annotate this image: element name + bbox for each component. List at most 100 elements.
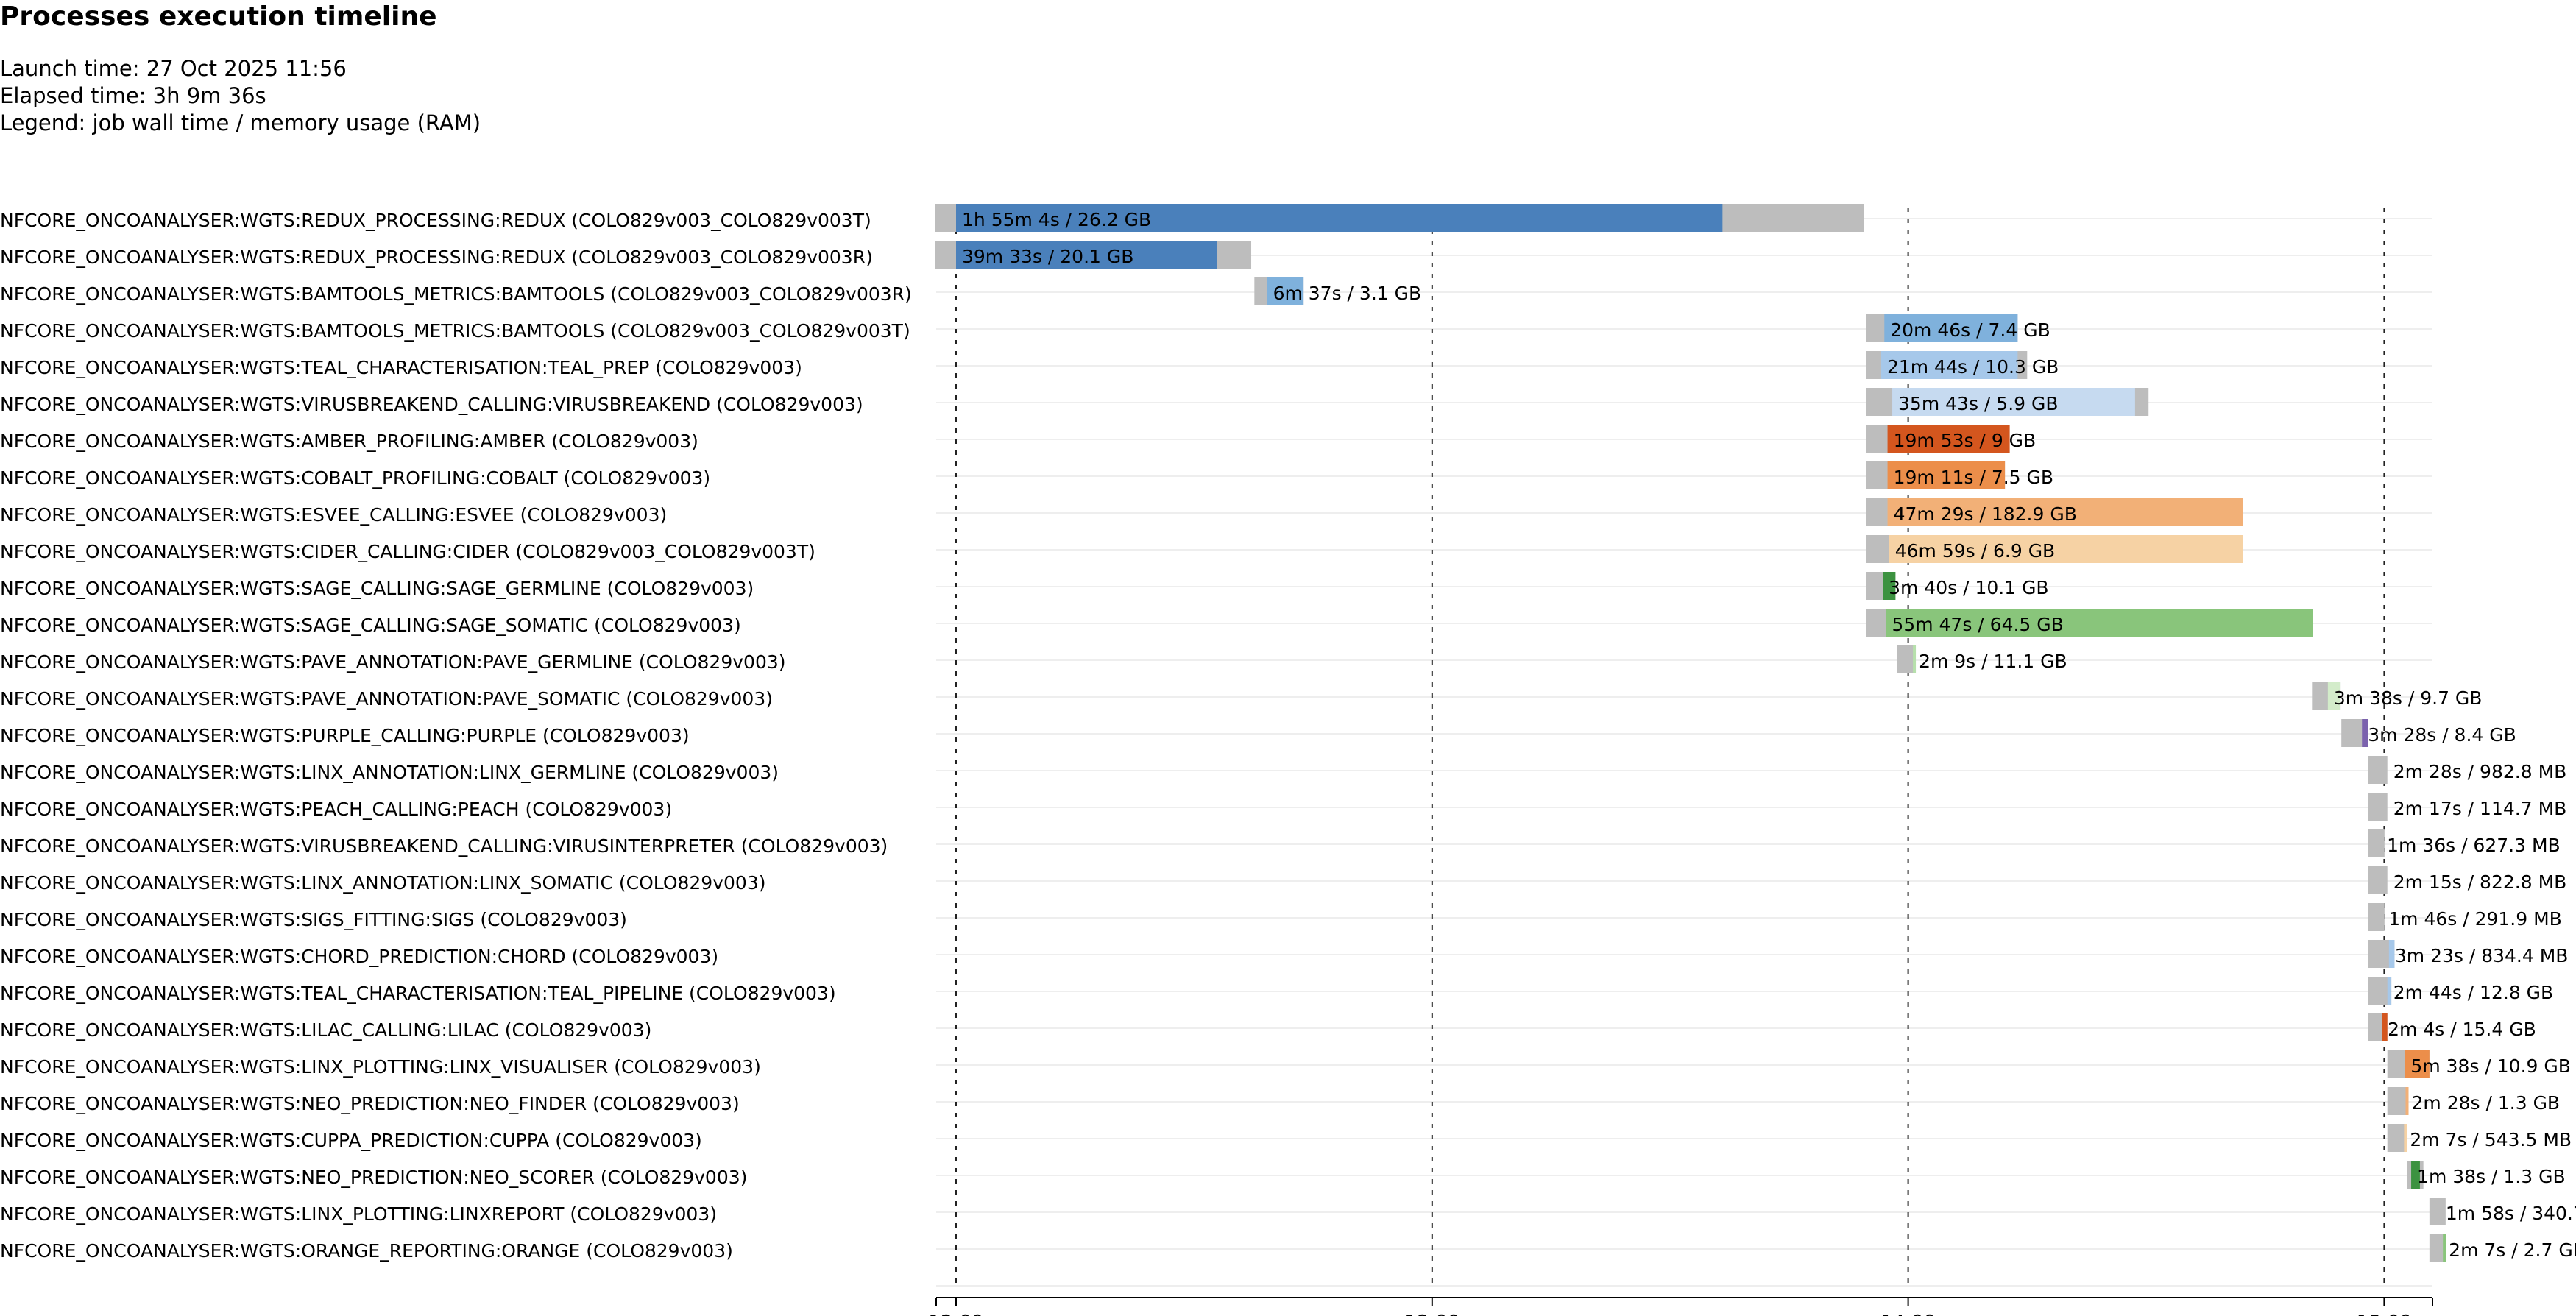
x-tick-label: 15:00	[2357, 1312, 2412, 1316]
task-name: NFCORE_ONCOANALYSER:WGTS:TEAL_CHARACTERI…	[0, 357, 802, 378]
x-tick-label: 12:00	[929, 1312, 984, 1316]
task-total-bar	[2387, 1124, 2405, 1152]
task-label: 3m 23s / 834.4 MB	[2395, 945, 2569, 966]
task-label: 2m 28s / 982.8 MB	[2393, 761, 2567, 782]
task-total-bar	[2429, 1234, 2446, 1262]
task-run-bar	[2362, 719, 2368, 747]
task-name: NFCORE_ONCOANALYSER:WGTS:VIRUSBREAKEND_C…	[0, 835, 888, 857]
task-label: 1m 46s / 291.9 MB	[2388, 908, 2562, 930]
task-label: 2m 9s / 11.1 GB	[1919, 651, 2067, 672]
task-run-bar	[2387, 977, 2392, 1005]
task-run-bar	[2382, 1013, 2388, 1041]
task-run-bar	[1267, 277, 1304, 305]
task-run-bar	[956, 204, 1723, 232]
task-label: 55m 47s / 64.5 GB	[1892, 614, 2063, 635]
task-label: 5m 38s / 10.9 GB	[2410, 1055, 2571, 1077]
task-label: 1m 38s / 1.3 GB	[2417, 1166, 2566, 1187]
task-label: 2m 17s / 114.7 MB	[2393, 798, 2567, 819]
x-tick-label: 14:00	[1880, 1312, 1936, 1316]
task-name: NFCORE_ONCOANALYSER:WGTS:NEO_PREDICTION:…	[0, 1093, 740, 1114]
task-run-bar	[2411, 1161, 2420, 1189]
task-label: 21m 44s / 10.3 GB	[1887, 356, 2059, 378]
task-name: NFCORE_ONCOANALYSER:WGTS:BAMTOOLS_METRIC…	[0, 320, 910, 342]
task-total-bar	[1897, 645, 1916, 673]
task-name: NFCORE_ONCOANALYSER:WGTS:SAGE_CALLING:SA…	[0, 578, 754, 599]
task-label: 47m 29s / 182.9 GB	[1894, 503, 2077, 525]
task-run-bar	[2388, 940, 2395, 968]
task-label: 1h 55m 4s / 26.2 GB	[962, 209, 1151, 230]
task-run-bar	[2443, 1234, 2446, 1262]
task-label: 2m 7s / 543.5 MB	[2410, 1129, 2572, 1150]
task-name: NFCORE_ONCOANALYSER:WGTS:REDUX_PROCESSIN…	[0, 247, 873, 268]
task-label: 19m 11s / 7.5 GB	[1894, 467, 2054, 488]
task-total-bar	[2368, 756, 2388, 784]
task-label: 35m 43s / 5.9 GB	[1898, 393, 2059, 414]
task-name: NFCORE_ONCOANALYSER:WGTS:PAVE_ANNOTATION…	[0, 688, 773, 710]
task-name: NFCORE_ONCOANALYSER:WGTS:CUPPA_PREDICTIO…	[0, 1130, 702, 1151]
task-name: NFCORE_ONCOANALYSER:WGTS:LILAC_CALLING:L…	[0, 1019, 651, 1041]
task-name: NFCORE_ONCOANALYSER:WGTS:COBALT_PROFILIN…	[0, 467, 710, 489]
task-name: NFCORE_ONCOANALYSER:WGTS:SAGE_CALLING:SA…	[0, 615, 741, 636]
task-label: 2m 28s / 1.3 GB	[2412, 1092, 2561, 1114]
task-name: NFCORE_ONCOANALYSER:WGTS:SIGS_FITTING:SI…	[0, 909, 627, 930]
task-name: NFCORE_ONCOANALYSER:WGTS:LINX_PLOTTING:L…	[0, 1056, 761, 1078]
task-label: 1m 36s / 627.3 MB	[2387, 835, 2561, 856]
task-run-bar	[1889, 535, 2243, 563]
task-label: 3m 40s / 10.1 GB	[1889, 577, 2049, 598]
elapsed-time: Elapsed time: 3h 9m 36s	[0, 83, 266, 108]
task-run-bar	[1892, 388, 2135, 416]
task-run-bar	[2327, 682, 2341, 710]
task-total-bar	[2368, 829, 2385, 857]
task-run-bar	[1886, 609, 2313, 637]
task-name: NFCORE_ONCOANALYSER:WGTS:ORANGE_REPORTIN…	[0, 1240, 733, 1262]
task-total-bar	[2368, 793, 2388, 821]
task-name: NFCORE_ONCOANALYSER:WGTS:PEACH_CALLING:P…	[0, 799, 672, 820]
task-name: NFCORE_ONCOANALYSER:WGTS:CIDER_CALLING:C…	[0, 541, 815, 562]
task-total-bar	[2368, 866, 2388, 894]
task-name: NFCORE_ONCOANALYSER:WGTS:NEO_PREDICTION:…	[0, 1167, 747, 1188]
task-label: 3m 28s / 8.4 GB	[2368, 724, 2516, 746]
task-name: NFCORE_ONCOANALYSER:WGTS:REDUX_PROCESSIN…	[0, 210, 871, 231]
task-label: 20m 46s / 7.4 GB	[1890, 319, 2050, 341]
task-name: NFCORE_ONCOANALYSER:WGTS:BAMTOOLS_METRIC…	[0, 283, 912, 305]
task-label: 19m 53s / 9 GB	[1894, 430, 2037, 451]
task-total-bar	[2429, 1198, 2446, 1225]
legend-text: Legend: job wall time / memory usage (RA…	[0, 110, 481, 135]
task-run-bar	[1887, 461, 2006, 489]
task-label: 3m 38s / 9.7 GB	[2334, 687, 2483, 709]
task-name: NFCORE_ONCOANALYSER:WGTS:PURPLE_CALLING:…	[0, 725, 690, 746]
launch-time: Launch time: 27 Oct 2025 11:56	[0, 56, 347, 81]
task-total-bar	[2387, 1087, 2407, 1115]
task-name: NFCORE_ONCOANALYSER:WGTS:PAVE_ANNOTATION…	[0, 651, 786, 673]
task-run-bar	[1884, 314, 2018, 342]
task-label: 2m 15s / 822.8 MB	[2393, 871, 2567, 893]
task-run-bar	[1887, 425, 2010, 453]
task-name: NFCORE_ONCOANALYSER:WGTS:VIRUSBREAKEND_C…	[0, 394, 863, 415]
task-label: 2m 4s / 15.4 GB	[2388, 1019, 2536, 1040]
task-run-bar	[2405, 1050, 2430, 1078]
x-tick-label: 13:00	[1404, 1312, 1459, 1316]
task-run-bar	[1880, 351, 2018, 379]
task-label: 46m 59s / 6.9 GB	[1895, 540, 2056, 562]
task-name: NFCORE_ONCOANALYSER:WGTS:CHORD_PREDICTIO…	[0, 946, 718, 967]
task-name: NFCORE_ONCOANALYSER:WGTS:ESVEE_CALLING:E…	[0, 504, 667, 526]
task-name: NFCORE_ONCOANALYSER:WGTS:TEAL_CHARACTERI…	[0, 983, 836, 1004]
task-name: NFCORE_ONCOANALYSER:WGTS:LINX_PLOTTING:L…	[0, 1203, 717, 1225]
task-label: 1m 58s / 340.7 MB	[2446, 1203, 2576, 1224]
task-run-bar	[1883, 572, 1896, 600]
task-total-bar	[2368, 903, 2385, 931]
task-label: 6m 37s / 3.1 GB	[1273, 283, 1422, 304]
task-name: NFCORE_ONCOANALYSER:WGTS:LINX_ANNOTATION…	[0, 872, 765, 894]
task-run-bar	[956, 241, 1217, 269]
task-label: 39m 33s / 20.1 GB	[962, 246, 1133, 267]
task-run-bar	[1887, 498, 2243, 526]
task-run-bar	[2404, 1124, 2407, 1152]
page-title: Processes execution timeline	[0, 1, 437, 32]
task-label: 2m 7s / 2.7 GB	[2449, 1239, 2576, 1261]
task-run-bar	[1913, 645, 1917, 673]
task-label: 2m 44s / 12.8 GB	[2393, 982, 2554, 1003]
task-name: NFCORE_ONCOANALYSER:WGTS:LINX_ANNOTATION…	[0, 762, 779, 783]
task-name: NFCORE_ONCOANALYSER:WGTS:AMBER_PROFILING…	[0, 431, 698, 452]
task-run-bar	[2405, 1087, 2409, 1115]
